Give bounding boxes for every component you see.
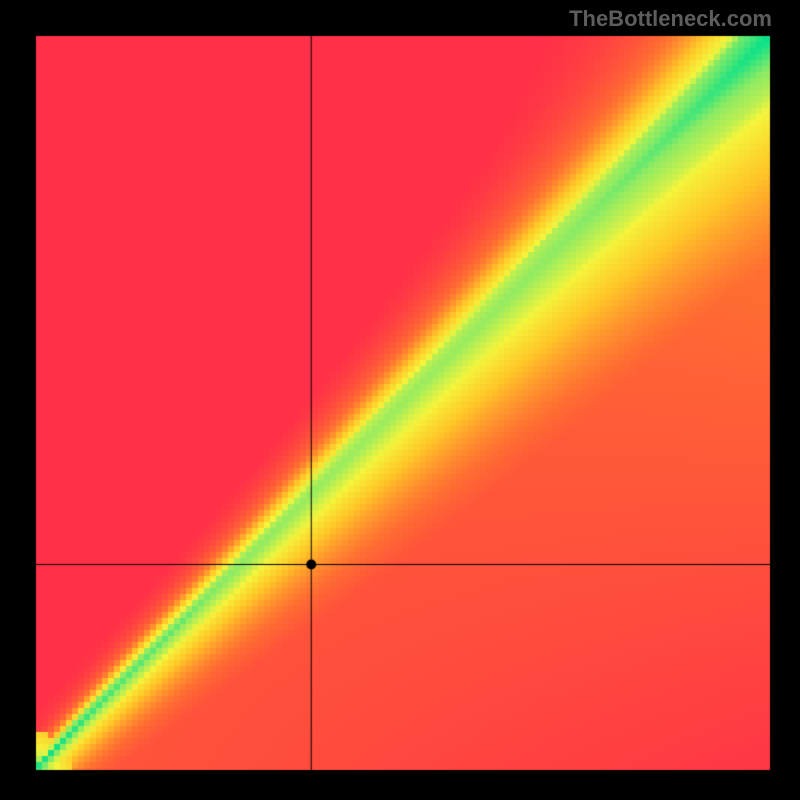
watermark-text: TheBottleneck.com [569, 6, 772, 32]
bottleneck-heatmap [0, 0, 800, 800]
chart-container: TheBottleneck.com [0, 0, 800, 800]
